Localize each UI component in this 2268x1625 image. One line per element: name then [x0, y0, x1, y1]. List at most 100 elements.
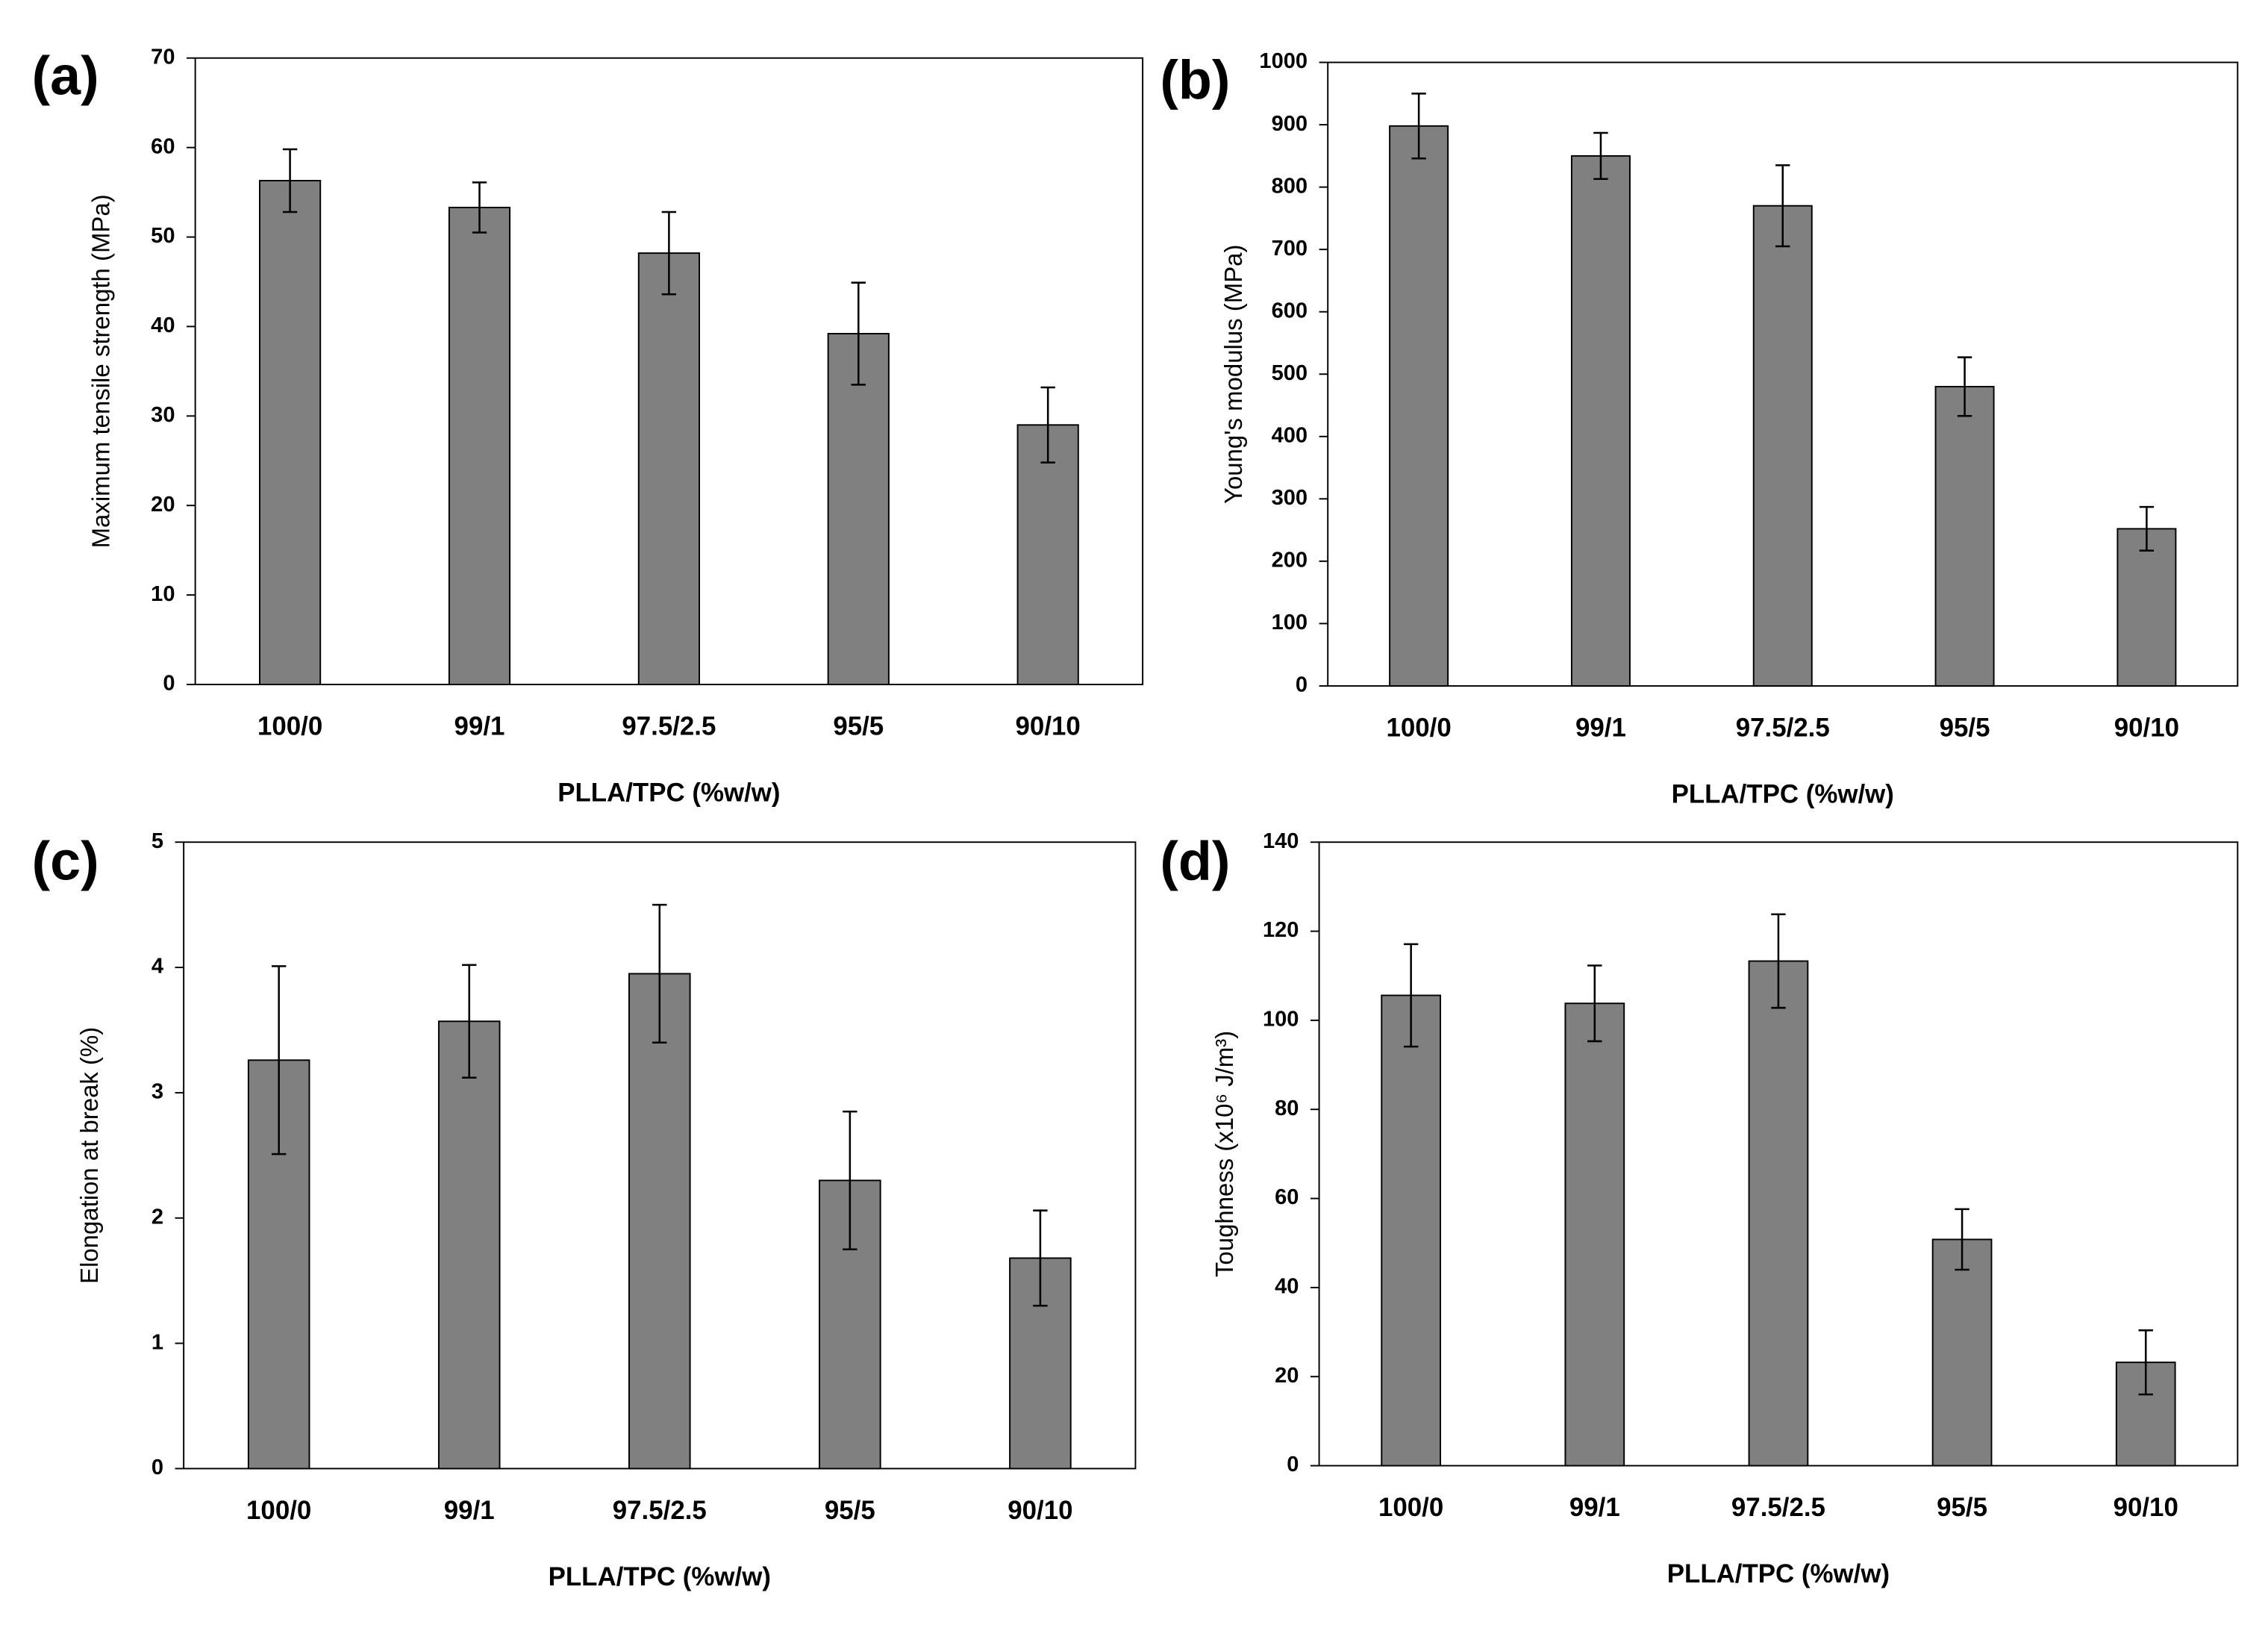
x-tick-label: 90/10 — [1016, 711, 1081, 740]
bar — [437, 1020, 501, 1470]
y-tick-label: 100 — [1272, 611, 1308, 634]
y-tick-label: 700 — [1272, 237, 1308, 261]
y-axis-label: Young's modulus (MPa) — [1219, 245, 1247, 504]
y-tick-label: 400 — [1272, 423, 1308, 447]
y-tick-label: 600 — [1272, 299, 1308, 322]
y-tick-label: 40 — [1275, 1275, 1299, 1299]
error-bar — [1775, 164, 1790, 248]
y-tick-label: 5 — [151, 829, 163, 853]
x-tick-label: 100/0 — [257, 711, 322, 740]
y-tick-label: 100 — [1263, 1008, 1299, 1032]
y-tick-label: 1 — [151, 1330, 163, 1354]
error-bar — [1771, 913, 1786, 1009]
x-tick-label: 97.5/2.5 — [613, 1496, 707, 1525]
y-tick-label: 140 — [1263, 829, 1299, 853]
panel-label: (a) — [32, 44, 99, 106]
y-tick-label: 500 — [1272, 361, 1308, 385]
bar — [1570, 155, 1631, 687]
bar — [1934, 385, 1995, 687]
x-axis-label: PLLA/TPC (%w/w) — [557, 778, 780, 807]
error-bar — [661, 210, 677, 296]
y-axis-label: Maximum tensile strength (MPa) — [87, 194, 114, 548]
error-bar — [271, 965, 287, 1155]
error-bar — [1587, 964, 1602, 1043]
x-tick-label: 100/0 — [1378, 1493, 1443, 1522]
y-tick-label: 50 — [151, 224, 175, 248]
panel-label: (c) — [32, 830, 99, 892]
x-tick-label: 95/5 — [1937, 1493, 1987, 1522]
bar — [1381, 994, 1442, 1467]
error-bar — [282, 148, 298, 213]
panel-label: (b) — [1160, 49, 1230, 110]
error-bar — [1593, 131, 1608, 181]
bar — [628, 973, 691, 1470]
x-tick-label: 90/10 — [2114, 713, 2179, 742]
error-bar — [1957, 356, 1972, 417]
bar — [637, 252, 700, 685]
y-tick-label: 900 — [1272, 112, 1308, 136]
bar — [1748, 960, 1809, 1467]
y-tick-label: 20 — [151, 493, 175, 517]
bar — [827, 333, 890, 685]
y-tick-label: 10 — [151, 582, 175, 606]
y-tick-label: 0 — [1287, 1453, 1299, 1476]
error-bar — [462, 964, 477, 1079]
y-tick-label: 60 — [151, 134, 175, 158]
y-tick-label: 4 — [151, 955, 163, 979]
x-tick-label: 97.5/2.5 — [622, 711, 716, 740]
x-tick-label: 99/1 — [1569, 1493, 1620, 1522]
y-tick-label: 120 — [1263, 918, 1299, 942]
y-tick-label: 300 — [1272, 486, 1308, 510]
y-axis-label: Toughness (x10⁶ J/m³) — [1210, 1031, 1238, 1277]
x-axis-label: PLLA/TPC (%w/w) — [549, 1562, 771, 1591]
bar — [1389, 125, 1449, 687]
x-tick-label: 90/10 — [1008, 1496, 1072, 1525]
x-tick-label: 99/1 — [454, 711, 505, 740]
error-bar — [851, 281, 866, 386]
x-tick-label: 95/5 — [825, 1496, 875, 1525]
y-tick-label: 1000 — [1259, 49, 1308, 73]
error-bar — [1411, 93, 1426, 160]
y-tick-label: 30 — [151, 403, 175, 427]
x-tick-label: 95/5 — [833, 711, 884, 740]
x-tick-label: 90/10 — [2114, 1493, 2178, 1522]
error-bar — [1033, 1209, 1048, 1307]
bar — [2117, 528, 2177, 687]
y-tick-label: 800 — [1272, 174, 1308, 198]
bar — [1752, 205, 1813, 687]
error-bar — [1955, 1208, 1969, 1271]
y-tick-label: 0 — [151, 1456, 163, 1479]
y-tick-label: 60 — [1275, 1185, 1299, 1209]
y-tick-label: 80 — [1275, 1097, 1299, 1120]
y-axis-label: Elongation at break (%) — [75, 1027, 103, 1284]
bar — [1016, 424, 1079, 685]
bar — [1931, 1238, 1993, 1467]
error-bar — [1403, 943, 1419, 1048]
y-tick-label: 2 — [151, 1205, 163, 1229]
error-bar — [843, 1110, 857, 1250]
bar — [259, 180, 322, 685]
x-axis-label: PLLA/TPC (%w/w) — [1672, 779, 1894, 808]
error-bar — [2138, 1329, 2153, 1396]
x-tick-label: 100/0 — [1386, 713, 1451, 742]
y-tick-label: 20 — [1275, 1364, 1299, 1388]
x-tick-label: 99/1 — [444, 1496, 495, 1525]
y-tick-label: 40 — [151, 314, 175, 337]
bar — [448, 207, 511, 685]
x-tick-label: 99/1 — [1575, 713, 1626, 742]
y-tick-label: 0 — [1296, 673, 1308, 697]
error-bar — [1040, 386, 1055, 464]
y-tick-label: 0 — [163, 672, 175, 696]
error-bar — [472, 181, 487, 234]
x-tick-label: 97.5/2.5 — [1736, 713, 1830, 742]
error-bar — [2139, 505, 2155, 552]
x-axis-label: PLLA/TPC (%w/w) — [1667, 1559, 1890, 1588]
panel-label: (d) — [1160, 830, 1230, 892]
y-tick-label: 200 — [1272, 549, 1308, 573]
y-tick-label: 70 — [151, 45, 175, 69]
x-tick-label: 95/5 — [1940, 713, 1990, 742]
bar — [1564, 1002, 1625, 1467]
error-bar — [652, 903, 667, 1044]
